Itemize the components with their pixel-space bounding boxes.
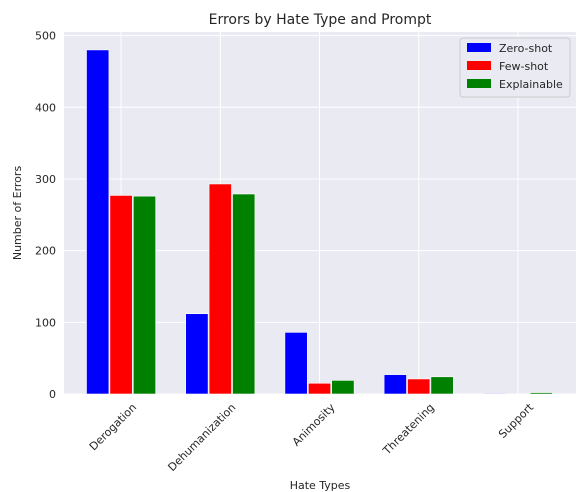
x-tick-label: Derogation <box>87 401 139 453</box>
bars <box>86 49 553 395</box>
legend-swatch <box>467 79 491 88</box>
bar-few-shot-animosity <box>307 382 331 395</box>
bar-zero-shot-derogation <box>86 49 110 395</box>
legend: Zero-shot Few-shot Explainable <box>459 37 571 98</box>
legend-label: Zero-shot <box>499 42 553 55</box>
bar-zero-shot-support <box>482 392 506 395</box>
bar-explainable-dehumanization <box>232 193 256 395</box>
x-axis-label: Hate Types <box>290 479 351 492</box>
bar-few-shot-threatening <box>407 378 431 395</box>
x-tick-label: Support <box>496 400 536 440</box>
legend-swatch <box>467 43 491 52</box>
bar-explainable-threatening <box>430 376 454 395</box>
y-tick-label: 100 <box>35 316 56 329</box>
y-tick-label: 200 <box>35 245 56 258</box>
y-tick-label: 500 <box>35 30 56 43</box>
x-tick-label: Dehumanization <box>165 401 238 474</box>
x-tick-label: Animosity <box>290 401 338 449</box>
x-axis-ticks: Derogation Dehumanization Animosity Threate… <box>87 400 537 474</box>
x-tick-label: Threatening <box>380 401 437 458</box>
legend-swatch <box>467 61 491 70</box>
bar-zero-shot-animosity <box>284 332 308 395</box>
bar-explainable-support <box>529 392 553 395</box>
bar-few-shot-derogation <box>109 195 133 395</box>
legend-label: Explainable <box>499 78 563 91</box>
y-axis-ticks: 0 100 200 300 400 500 <box>35 30 56 401</box>
legend-label: Few-shot <box>499 60 549 73</box>
y-axis-label: Number of Errors <box>11 166 24 261</box>
y-tick-label: 0 <box>49 388 56 401</box>
bar-zero-shot-threatening <box>383 374 407 395</box>
bar-explainable-animosity <box>331 380 355 395</box>
y-tick-label: 400 <box>35 101 56 114</box>
bar-explainable-derogation <box>133 195 157 395</box>
bar-few-shot-dehumanization <box>208 183 232 395</box>
bar-zero-shot-dehumanization <box>185 313 209 395</box>
y-tick-label: 300 <box>35 173 56 186</box>
chart-title: Errors by Hate Type and Prompt <box>209 12 432 28</box>
